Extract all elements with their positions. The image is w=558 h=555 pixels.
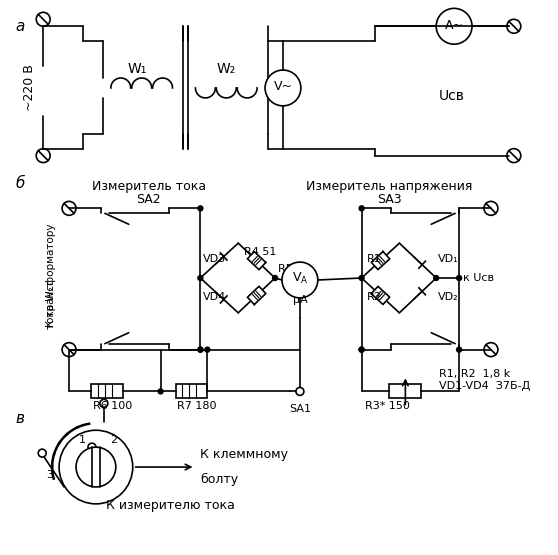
Polygon shape	[413, 256, 422, 265]
Text: К трансформатору: К трансформатору	[46, 223, 56, 327]
Text: V$_\mathregular{A}$: V$_\mathregular{A}$	[292, 270, 308, 285]
Text: W₂: W₂	[217, 62, 236, 76]
Circle shape	[434, 275, 439, 280]
Polygon shape	[371, 286, 389, 305]
Text: SA2: SA2	[136, 194, 161, 206]
Text: 2: 2	[110, 435, 117, 445]
Text: тока W₂т: тока W₂т	[46, 280, 56, 329]
Text: R6 100: R6 100	[93, 401, 132, 411]
Text: болту: болту	[200, 473, 238, 486]
Text: к Uсв: к Uсв	[463, 273, 494, 283]
Circle shape	[359, 347, 364, 352]
Text: VD₂: VD₂	[438, 292, 459, 302]
Circle shape	[198, 275, 203, 280]
Circle shape	[282, 262, 318, 298]
Text: 1: 1	[79, 435, 85, 445]
Text: К измерителю тока: К измерителю тока	[106, 499, 235, 512]
Circle shape	[76, 447, 116, 487]
Circle shape	[205, 347, 210, 352]
Circle shape	[456, 347, 461, 352]
Circle shape	[158, 389, 163, 394]
Text: R2: R2	[367, 292, 382, 302]
Text: R1: R1	[367, 254, 381, 264]
Circle shape	[456, 275, 461, 280]
Text: в: в	[15, 411, 25, 426]
Text: R3* 150: R3* 150	[364, 401, 410, 411]
Text: SA3: SA3	[377, 194, 402, 206]
Text: R4 51: R4 51	[244, 247, 277, 257]
Text: VD4: VD4	[203, 292, 227, 302]
Text: К клеммному: К клеммному	[200, 448, 288, 461]
Text: μA: μA	[292, 295, 307, 305]
Text: б: б	[15, 175, 25, 190]
Text: VD3: VD3	[203, 254, 227, 264]
Circle shape	[272, 275, 277, 280]
Circle shape	[198, 347, 203, 352]
Bar	[389, 385, 421, 398]
Circle shape	[198, 347, 203, 352]
Bar	[91, 385, 123, 398]
Text: Измеритель напряжения: Измеритель напряжения	[306, 180, 473, 194]
Circle shape	[359, 206, 364, 211]
Text: V~: V~	[273, 80, 292, 93]
Circle shape	[359, 275, 364, 280]
Text: Измеритель тока: Измеритель тока	[92, 180, 206, 194]
Text: SA1: SA1	[289, 405, 311, 415]
Polygon shape	[247, 251, 266, 270]
Bar	[176, 385, 208, 398]
Text: a: a	[15, 19, 25, 34]
Text: 3: 3	[46, 470, 53, 480]
Text: A~: A~	[445, 19, 464, 32]
Text: ~220 В: ~220 В	[23, 64, 36, 112]
Text: R5 51: R5 51	[278, 264, 310, 274]
Polygon shape	[215, 256, 224, 265]
Text: R1, R2  1,8 k: R1, R2 1,8 k	[439, 369, 511, 379]
Polygon shape	[247, 286, 266, 305]
Circle shape	[198, 206, 203, 211]
Polygon shape	[371, 251, 389, 270]
Text: W₁: W₁	[128, 62, 147, 76]
Text: R7 180: R7 180	[176, 401, 216, 411]
Text: Uсв: Uсв	[439, 89, 465, 103]
Polygon shape	[413, 291, 422, 300]
Polygon shape	[215, 291, 224, 300]
Text: VD₁: VD₁	[438, 254, 459, 264]
Circle shape	[359, 347, 364, 352]
Text: VD1-VD4  З7Б-Д: VD1-VD4 З7Б-Д	[439, 381, 531, 391]
